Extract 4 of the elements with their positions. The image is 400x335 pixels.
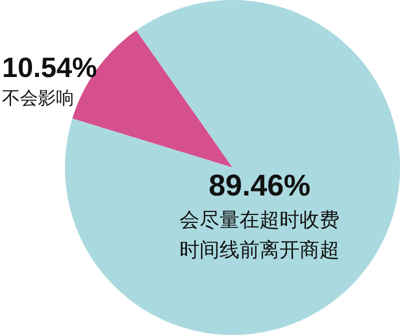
slice-label: 会尽量在超时收费时间线前离开商超 bbox=[180, 210, 340, 262]
data-label: 89.46% bbox=[208, 169, 310, 202]
slice-label: 不会影响 bbox=[2, 88, 74, 108]
data-label: 10.54% bbox=[2, 52, 98, 83]
